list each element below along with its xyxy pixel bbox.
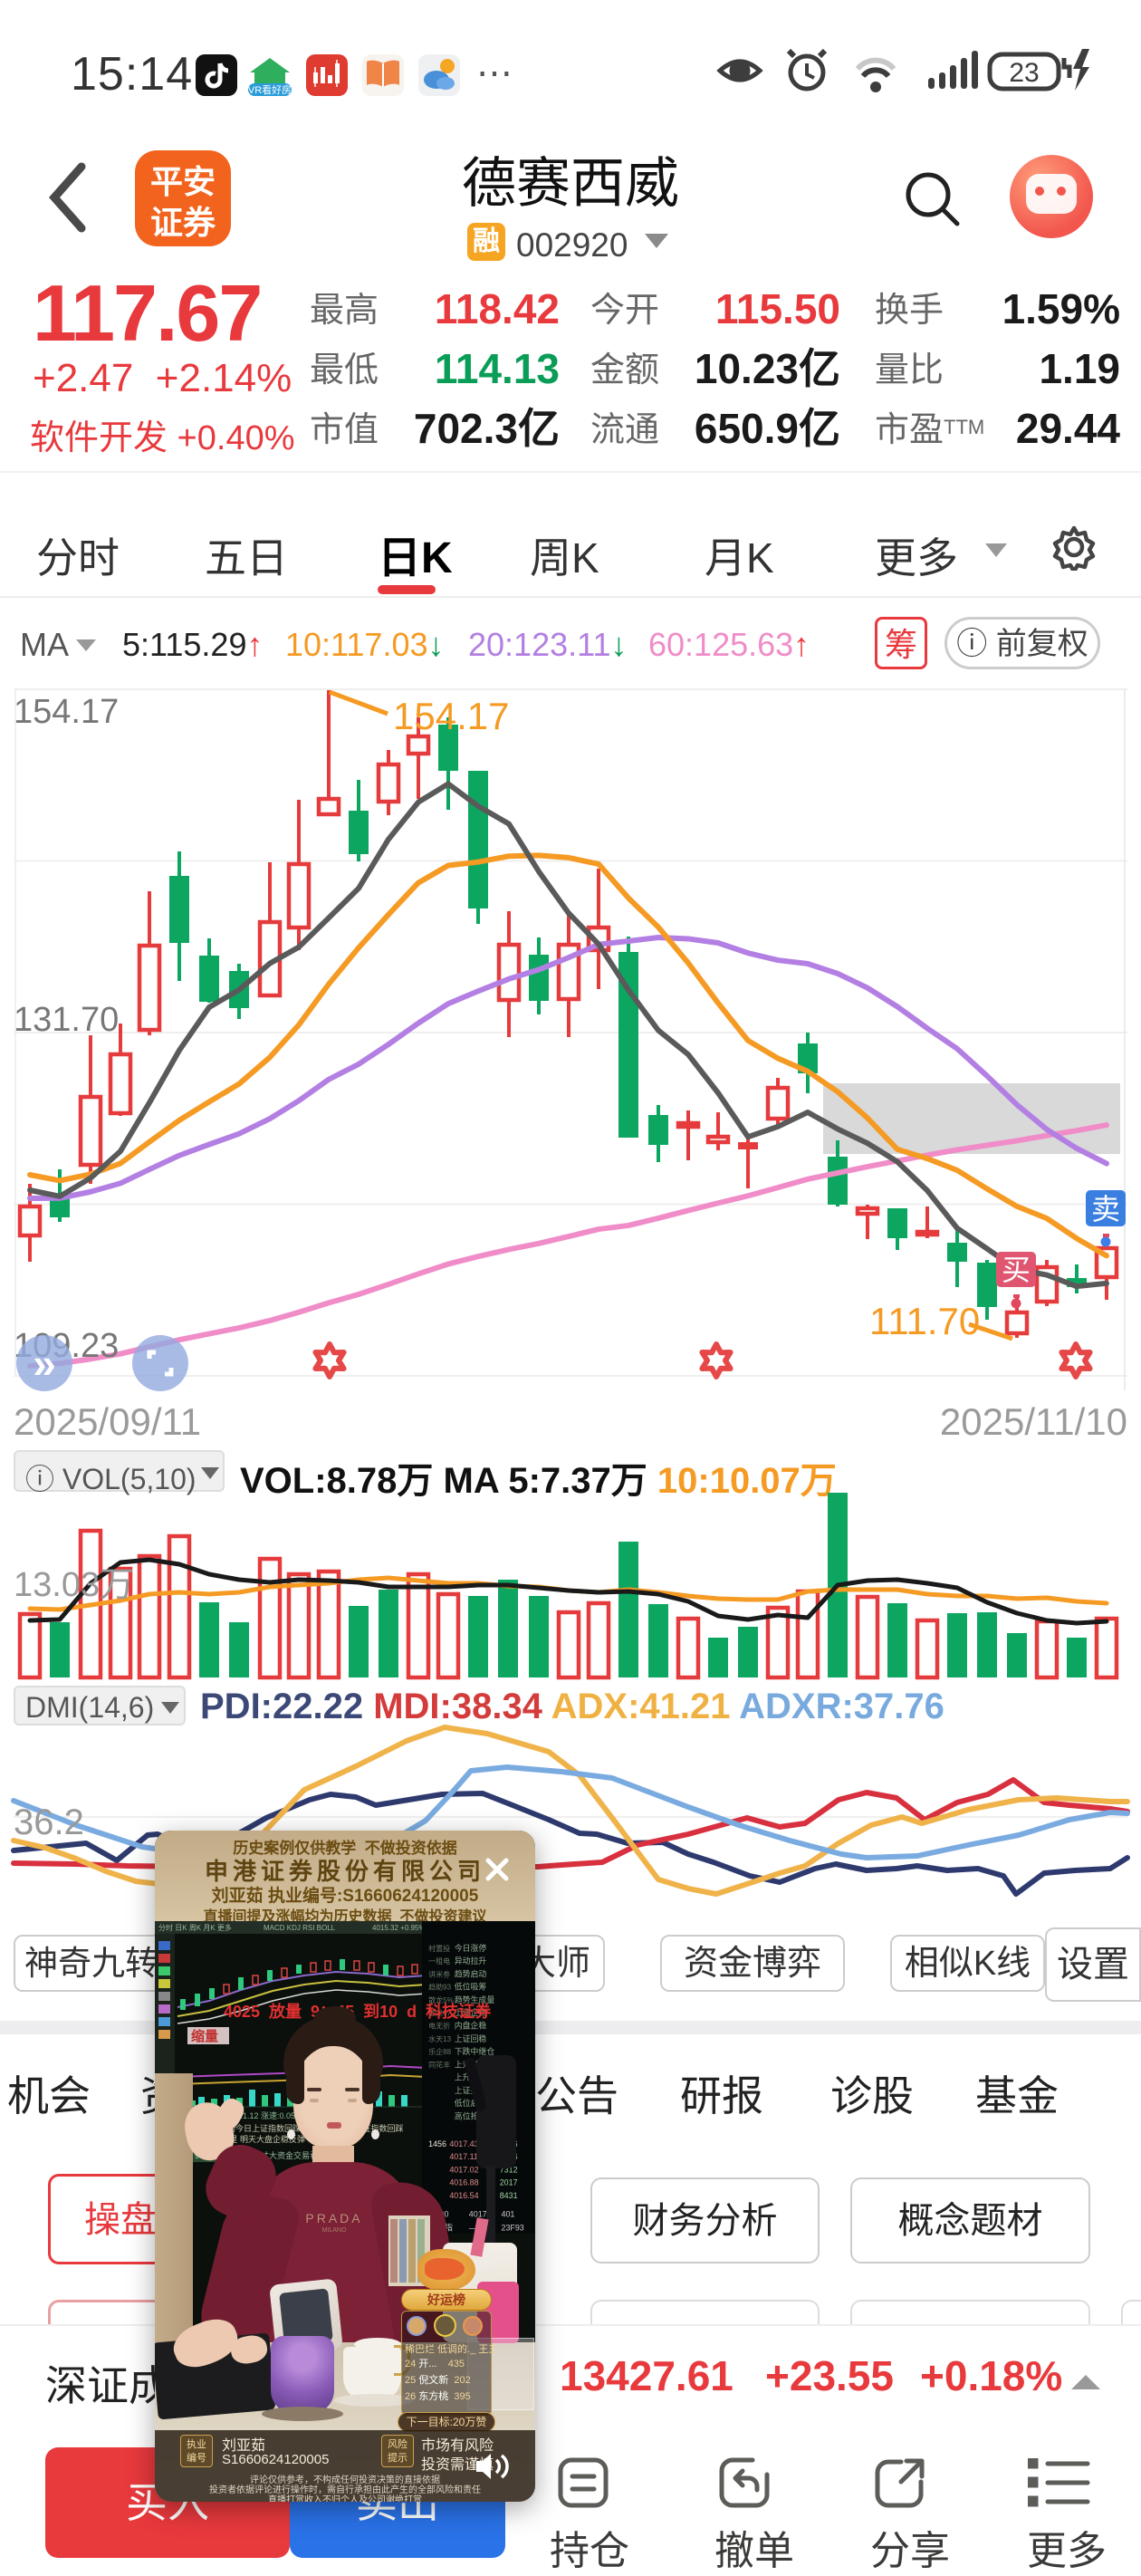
- svg-text:MACD KDJ RSI BOLL: MACD KDJ RSI BOLL: [264, 1924, 336, 1932]
- svg-text:同花丰: 同花丰: [428, 2060, 450, 2069]
- svg-text:—: —: [469, 2224, 477, 2233]
- svg-text:4017.02: 4017.02: [449, 2165, 478, 2174]
- svg-text:13.03万: 13.03万: [14, 1566, 134, 1604]
- svg-text:131.70: 131.70: [14, 1001, 119, 1039]
- svg-text:均价:4015.2 量比:1.12 涨速:0.05 换手:0: 均价:4015.2 量比:1.12 涨速:0.05 换手:0.95%: [178, 2110, 340, 2120]
- svg-text:23F93: 23F93: [502, 2224, 524, 2233]
- svg-text:亏损头寸大资金交易看盘订阅: 亏损头寸大资金交易看盘订阅: [236, 2150, 342, 2160]
- svg-text:4016.88: 4016.88: [449, 2178, 478, 2187]
- svg-text:异动拉升: 异动拉升: [455, 1956, 487, 1966]
- svg-text:111.70: 111.70: [869, 1300, 980, 1342]
- svg-text:4017.43: 4017.43: [449, 2139, 478, 2148]
- svg-text:趋助93: 趋助93: [428, 1983, 451, 1992]
- svg-text:上证回稳: 上证回稳: [455, 2033, 487, 2043]
- svg-text:一租电: 一租电: [428, 1956, 450, 1966]
- svg-text:56 988: 56 988: [182, 2151, 210, 2161]
- svg-text:高位抢筹: 高位抢筹: [455, 2110, 487, 2120]
- svg-text:4015.32 +0.95%: 4015.32 +0.95%: [372, 1924, 426, 1932]
- svg-text:散龙67: 散龙67: [428, 2008, 451, 2017]
- svg-text:2017: 2017: [500, 2178, 518, 2187]
- svg-text:今日涨停: 今日涨停: [455, 1943, 487, 1953]
- svg-text:卖: 卖: [1091, 1193, 1120, 1226]
- svg-text:消费电子调结构今日上证指数回踩 2025年2月4日上证指数回: 消费电子调结构今日上证指数回踩 2025年2月4日上证指数回踩: [178, 2123, 404, 2133]
- svg-text:分时 日K 周K 月K 更多: 分时 日K 周K 月K 更多: [158, 1923, 232, 1932]
- svg-text:散龙5%: 散龙5%: [428, 1995, 454, 2004]
- svg-text:讲米劵: 讲米劵: [428, 1969, 450, 1978]
- svg-text:154.17: 154.17: [393, 695, 509, 737]
- svg-text:VR看好房: VR看好房: [248, 83, 292, 96]
- svg-text:2025/11/10: 2025/11/10: [940, 1400, 1127, 1443]
- svg-text:23: 23: [1009, 58, 1039, 88]
- svg-text:低位启动: 低位启动: [455, 2098, 487, 2108]
- svg-text:4016.54: 4016.54: [449, 2191, 478, 2200]
- svg-text:»: »: [33, 1340, 56, 1387]
- svg-text:1456: 1456: [428, 2139, 446, 2148]
- svg-text:电无折: 电无折: [428, 2021, 450, 2030]
- svg-text:村置投: 村置投: [428, 1944, 450, 1953]
- svg-text:水天13: 水天13: [428, 2034, 451, 2043]
- svg-text:低位吸筹: 低位吸筹: [455, 1982, 487, 1992]
- svg-text:趋势生成量: 趋势生成量: [455, 1994, 495, 2004]
- svg-text:2025/09/11: 2025/09/11: [14, 1400, 201, 1443]
- svg-text:⋯: ⋯: [476, 53, 513, 93]
- svg-text:7312: 7312: [500, 2165, 518, 2174]
- svg-text:成交:桃园十字星 明天大盘企稳反弹: 成交:桃园十字星 明天大盘企稳反弹: [178, 2134, 305, 2144]
- svg-text:8431: 8431: [500, 2191, 518, 2200]
- svg-text:4017.11: 4017.11: [449, 2152, 478, 2161]
- svg-text:乐企88: 乐企88: [428, 2047, 451, 2056]
- svg-text:下跌中继仓: 下跌中继仓: [455, 2046, 495, 2056]
- svg-text:36.2: 36.2: [14, 1802, 84, 1842]
- svg-text:买: 买: [1002, 1254, 1031, 1286]
- svg-text:缩量: 缩量: [191, 2028, 218, 2044]
- svg-text:4017: 4017: [469, 2210, 487, 2219]
- svg-text:上证企稳: 上证企稳: [455, 2007, 487, 2017]
- svg-text:内盘企稳: 内盘企稳: [455, 2020, 487, 2030]
- svg-text:401: 401: [502, 2210, 515, 2219]
- svg-text:154.17: 154.17: [14, 693, 119, 731]
- svg-text:趋势启动: 趋势启动: [455, 1968, 487, 1978]
